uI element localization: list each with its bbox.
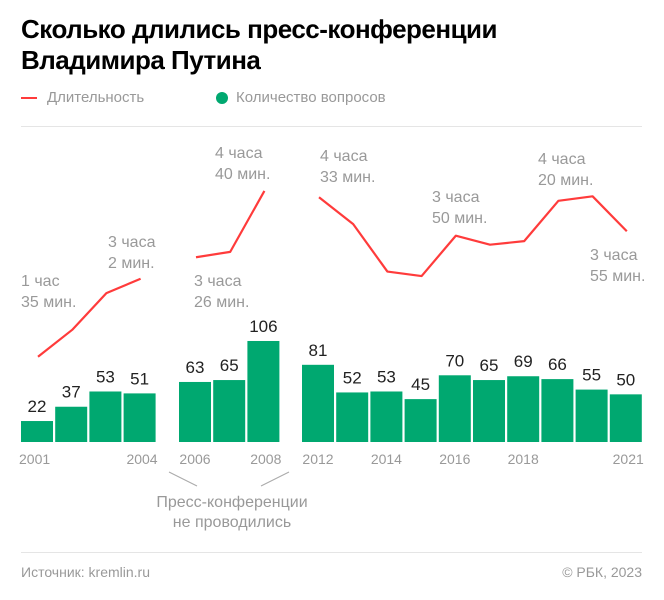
bar-2020	[575, 389, 608, 442]
bar-2002	[55, 406, 88, 442]
bar-value-label-2018: 69	[514, 352, 533, 371]
bar-value-label-2016: 70	[445, 351, 464, 370]
duration-label-2006-hours: 3 часа	[194, 273, 242, 290]
duration-label-2001-minutes: 35 мин.	[21, 294, 76, 311]
bar-2012	[302, 364, 334, 442]
bar-value-label-2021: 50	[616, 370, 635, 389]
duration-label-2008-minutes: 40 мин.	[215, 166, 270, 183]
bar-value-label-2001: 22	[28, 397, 47, 416]
x-tick-label-2008: 2008	[250, 451, 281, 467]
title-line-2: Владимира Путина	[21, 45, 261, 75]
bar-2021	[609, 394, 642, 442]
bar-2004	[123, 393, 156, 442]
bar-2001	[21, 421, 53, 442]
legend-label: Количество вопросов	[236, 89, 386, 106]
chart: 22 37 53 51 63 65 106 81 52 53 45 70 65 69 66 55 50 2001 2…	[19, 145, 645, 531]
bar-2014	[370, 391, 403, 442]
duration-label-2012-minutes: 33 мин.	[320, 169, 375, 186]
duration-label-2021-hours: 3 часа	[590, 247, 638, 264]
bar-value-label-2002: 37	[62, 383, 81, 402]
duration-label-2016-hours: 3 часа	[432, 189, 480, 206]
bar-2016	[438, 375, 471, 442]
duration-label-2006-minutes: 26 мин.	[194, 294, 249, 311]
bar-value-label-2003: 53	[96, 367, 115, 386]
bar-2018	[507, 376, 540, 442]
copyright-text: © РБК, 2023	[562, 564, 642, 580]
duration-line-segment-2	[195, 190, 266, 259]
duration-label-2004-minutes: 2 мин.	[108, 255, 155, 272]
title-line-1: Сколько длились пресс-конференции	[21, 14, 498, 44]
duration-label-2020-hours: 4 часа	[538, 151, 586, 168]
dot-swatch-icon	[216, 91, 228, 104]
bar-value-label-2006: 63	[186, 358, 205, 377]
x-tick-label-2018: 2018	[508, 451, 539, 467]
bar-value-label-2020: 55	[582, 366, 601, 385]
bar-2006	[179, 381, 211, 442]
duration-label-2004-hours: 3 часа	[108, 234, 156, 251]
bar-2003	[89, 391, 122, 442]
duration-label-2001-hours: 1 час	[21, 273, 60, 290]
source-text: Источник: kremlin.ru	[21, 564, 151, 580]
legend-item-duration: Длительность	[21, 89, 216, 106]
bar-2015	[404, 399, 437, 442]
bar-value-label-2019: 66	[548, 355, 567, 374]
duration-label-2020-minutes: 20 мин.	[538, 172, 593, 189]
line-swatch-icon	[21, 96, 37, 99]
legend-item-questions: Количество вопросов	[216, 89, 386, 106]
bar-value-label-2014: 53	[377, 367, 396, 386]
x-tick-label-2014: 2014	[371, 451, 402, 467]
bar-value-label-2004: 51	[130, 369, 149, 388]
duration-label-2016-minutes: 50 мин.	[432, 210, 487, 227]
x-tick-label-2001: 2001	[19, 451, 50, 467]
x-tick-label-2021: 2021	[613, 451, 644, 467]
bar-value-label-2012: 81	[309, 341, 328, 360]
bar-2017	[473, 380, 505, 442]
divider-bottom	[21, 552, 642, 553]
duration-line-segment-1	[37, 277, 142, 358]
legend-label: Длительность	[47, 89, 145, 106]
duration-line-segment-3	[318, 195, 628, 278]
duration-label-2008-hours: 4 часа	[215, 145, 263, 162]
gap-annotation-line-1: Пресс-конференции	[156, 494, 307, 511]
bar-2019	[541, 379, 574, 442]
bar-2013	[336, 392, 369, 442]
bar-2007	[213, 380, 246, 442]
legend: Длительность Количество вопросов	[21, 89, 386, 106]
x-tick-label-2016: 2016	[439, 451, 470, 467]
x-tick-label-2004: 2004	[126, 451, 157, 467]
bar-value-label-2017: 65	[480, 356, 499, 375]
annotation-pointer-left	[168, 471, 198, 487]
bar-2008	[247, 340, 280, 442]
bar-value-label-2015: 45	[411, 375, 430, 394]
bar-value-label-2013: 52	[343, 368, 362, 387]
annotation-pointer-right	[260, 471, 290, 487]
chart-title: Сколько длились пресс-конференции Владим…	[21, 14, 498, 76]
divider-top	[21, 126, 642, 127]
duration-label-2021-minutes: 55 мин.	[590, 268, 645, 285]
x-tick-label-2006: 2006	[179, 451, 210, 467]
duration-label-2012-hours: 4 часа	[320, 148, 368, 165]
gap-annotation-line-2: не проводились	[173, 514, 291, 531]
bar-value-label-2008: 106	[249, 317, 277, 336]
bar-value-label-2007: 65	[220, 356, 239, 375]
x-tick-label-2012: 2012	[302, 451, 333, 467]
